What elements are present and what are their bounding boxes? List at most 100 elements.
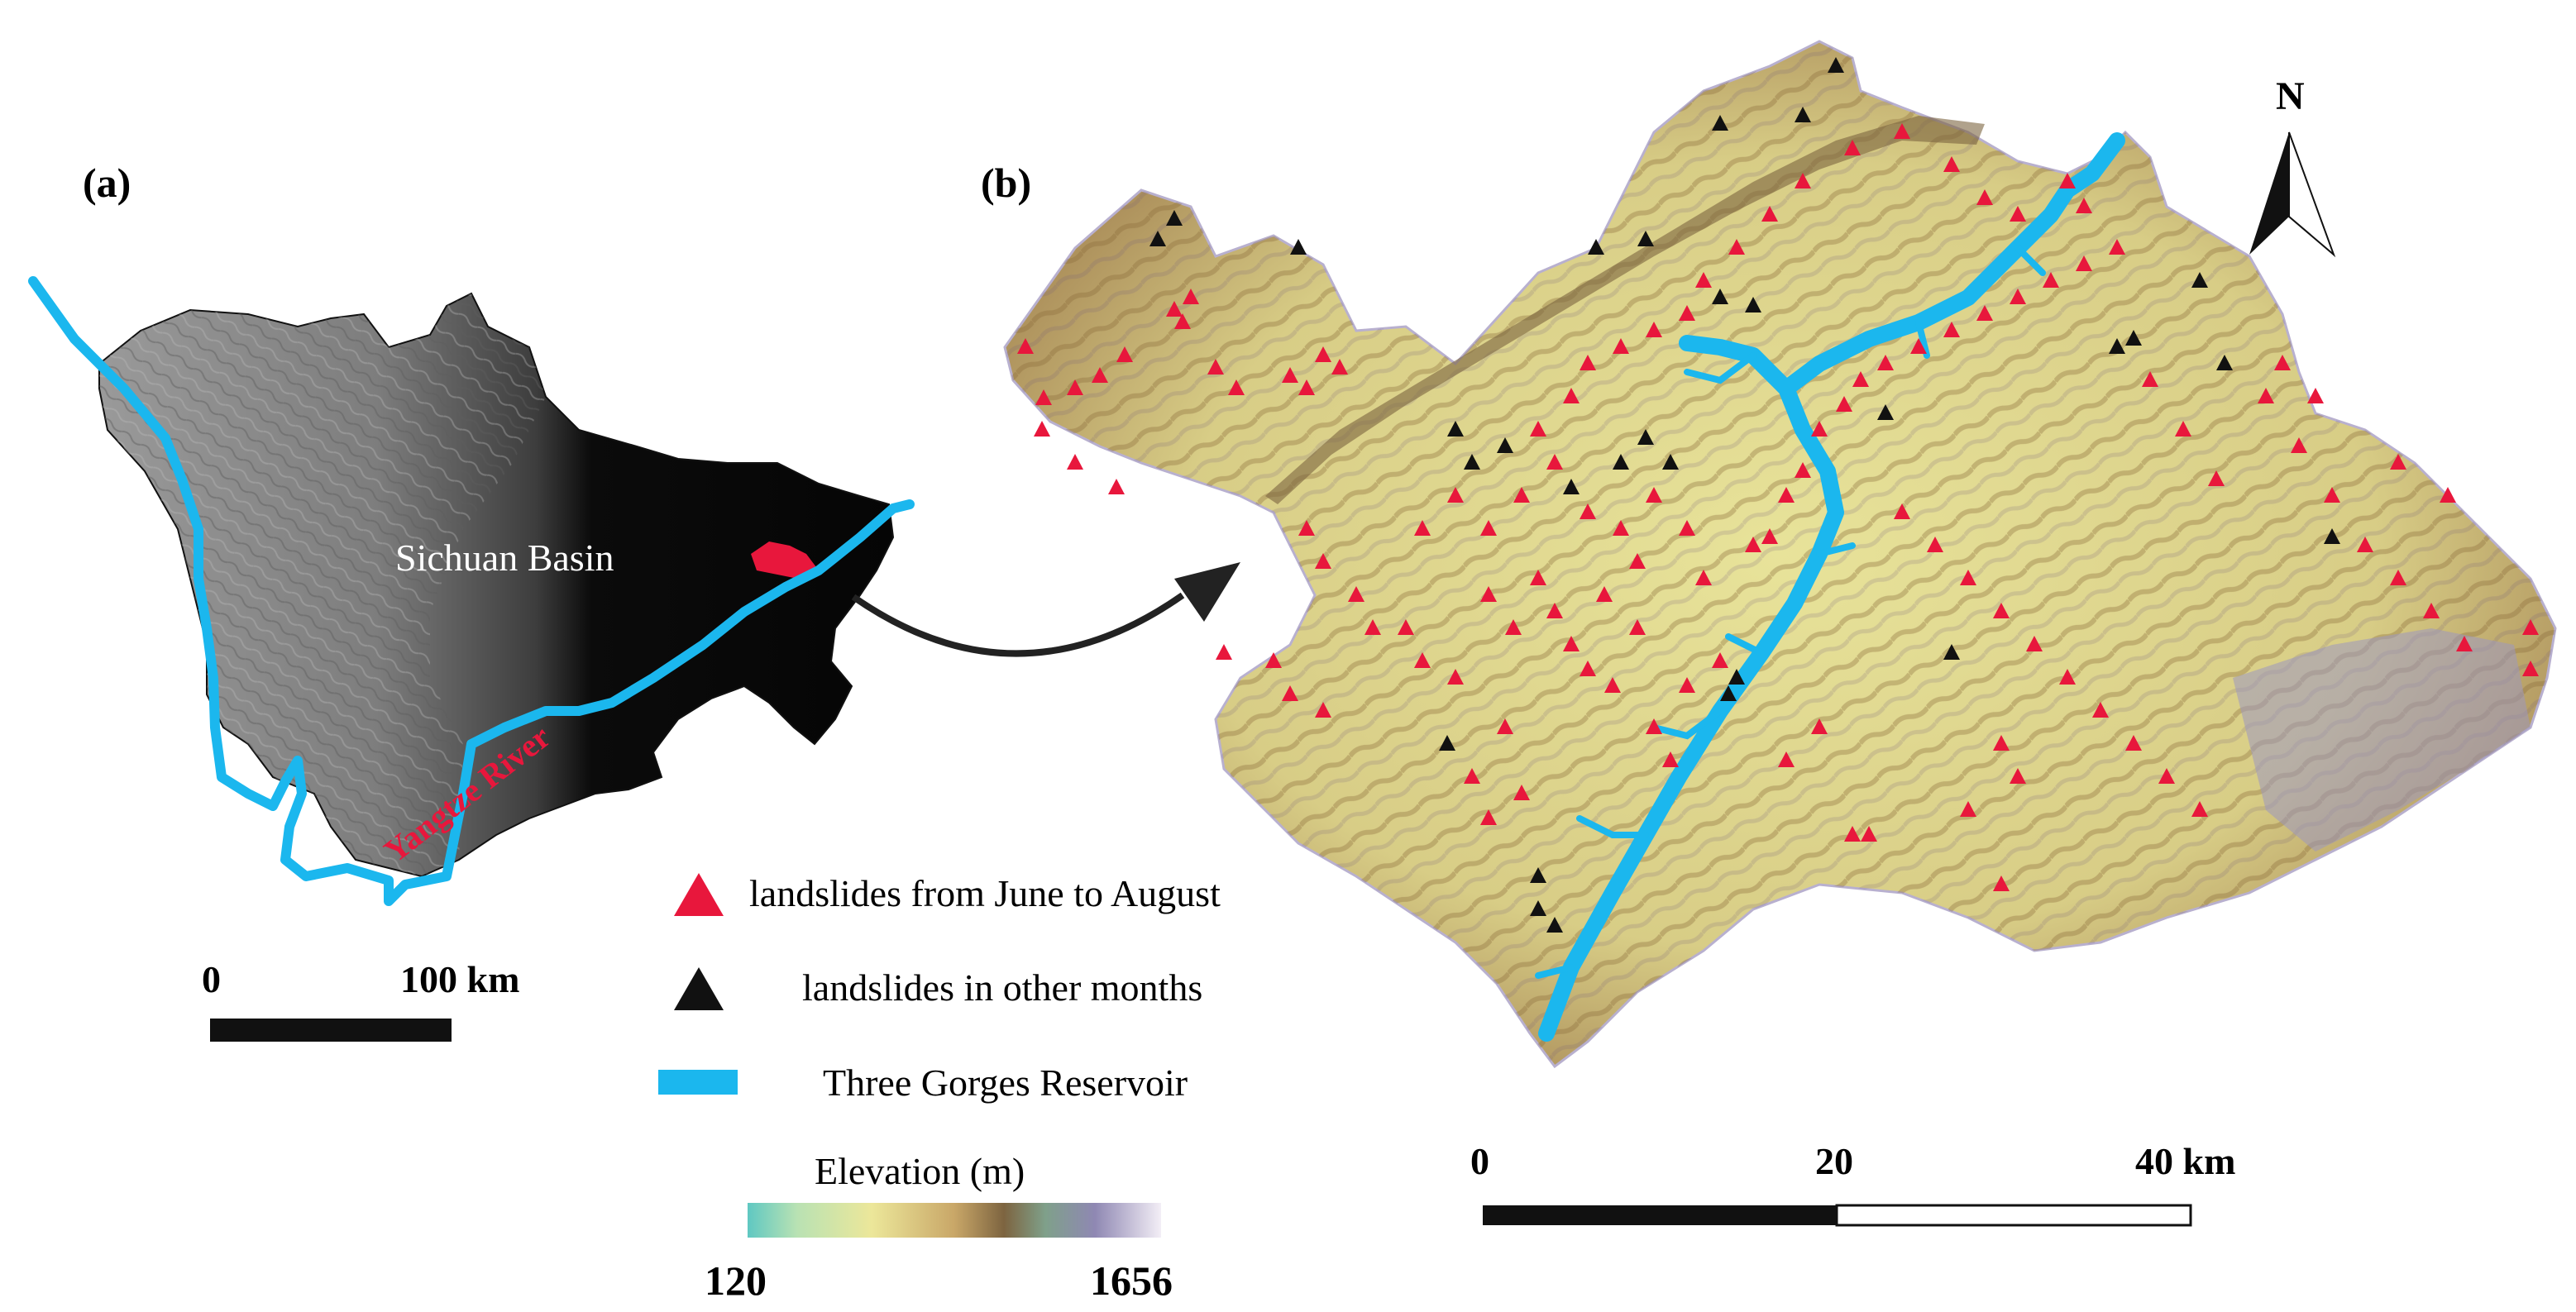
landslide-summer-marker bbox=[1745, 537, 1761, 552]
landslide-summer-marker bbox=[1960, 801, 1976, 817]
terrain-ridges bbox=[1005, 41, 2555, 1066]
legend-summer-label: landslides from June to August bbox=[749, 872, 1221, 914]
landslide-other-marker bbox=[1447, 421, 1464, 437]
landslide-other-marker bbox=[2125, 330, 2142, 346]
north-arrow-light-icon bbox=[2288, 131, 2336, 258]
landslide-summer-marker bbox=[1530, 570, 1546, 585]
landslide-summer-marker bbox=[1927, 537, 1943, 552]
landslide-other-marker bbox=[1530, 900, 1546, 916]
landslide-other-marker bbox=[1712, 115, 1728, 131]
landslide-summer-marker bbox=[1315, 702, 1331, 718]
landslide-summer-marker bbox=[1116, 346, 1133, 362]
landslide-summer-marker bbox=[1894, 503, 1910, 519]
landslide-summer-marker bbox=[1993, 875, 2010, 891]
landslide-summer-marker bbox=[1315, 553, 1331, 569]
landslide-summer-marker bbox=[1993, 735, 2010, 751]
landslide-summer-marker bbox=[1580, 503, 1596, 519]
landslide-summer-marker bbox=[2010, 768, 2026, 784]
landslide-other-marker bbox=[1149, 231, 1166, 246]
panel-a-label: (a) bbox=[83, 160, 131, 206]
landslide-summer-marker bbox=[2059, 669, 2076, 685]
landslide-summer-marker bbox=[1067, 454, 1083, 470]
landslide-summer-marker bbox=[2142, 371, 2158, 387]
landslide-summer-marker bbox=[1183, 289, 1199, 304]
landslide-summer-marker bbox=[1646, 718, 1662, 734]
landslide-summer-marker bbox=[2390, 454, 2406, 470]
landslide-other-marker bbox=[1166, 210, 1183, 226]
landslide-summer-marker bbox=[1464, 768, 1480, 784]
panel-b: (b) N 0 20 40 km bbox=[981, 40, 2557, 1227]
landslide-summer-marker bbox=[1943, 322, 1960, 337]
landslide-summer-marker bbox=[2274, 355, 2291, 370]
landslide-summer-marker bbox=[1315, 346, 1331, 362]
landslide-summer-marker bbox=[1662, 751, 1679, 767]
legend-other-label: landslides in other months bbox=[802, 966, 1202, 1009]
landslide-summer-marker bbox=[1646, 487, 1662, 503]
landslide-other-marker bbox=[1497, 437, 1513, 453]
landslide-summer-marker bbox=[1679, 520, 1695, 536]
landslide-summer-marker bbox=[2291, 437, 2307, 453]
scalebar-b-black-segment bbox=[1483, 1205, 1837, 1225]
landslide-summer-marker bbox=[1795, 462, 1811, 478]
landslide-other-marker bbox=[1546, 917, 1563, 933]
landslide-summer-marker bbox=[1497, 718, 1513, 734]
scalebar-b-mid: 20 bbox=[1815, 1140, 1853, 1182]
landslide-other-marker bbox=[2216, 355, 2233, 370]
landslide-summer-marker bbox=[1414, 652, 1431, 668]
landslide-summer-marker bbox=[1348, 586, 1364, 602]
landslide-other-marker bbox=[1828, 57, 1844, 73]
landslide-summer-marker bbox=[1228, 379, 1245, 395]
landslide-summer-marker bbox=[1480, 586, 1497, 602]
arrow-head-icon bbox=[1174, 562, 1240, 622]
landslide-summer-marker bbox=[1894, 123, 1910, 139]
landslide-summer-marker bbox=[2043, 272, 2059, 288]
landslide-summer-marker bbox=[1943, 156, 1960, 172]
landslide-summer-marker bbox=[1629, 553, 1646, 569]
landslide-summer-marker bbox=[1695, 272, 1712, 288]
landslide-summer-marker bbox=[2423, 603, 2440, 618]
landslide-summer-marker bbox=[2076, 255, 2092, 271]
landslide-summer-marker bbox=[1811, 718, 1828, 734]
elevation-title: Elevation (m) bbox=[815, 1150, 1025, 1192]
landslide-summer-marker bbox=[2208, 470, 2225, 486]
landslide-summer-marker bbox=[1580, 661, 1596, 676]
sichuan-texture bbox=[99, 293, 546, 876]
landslide-other-marker bbox=[1795, 107, 1811, 122]
landslide-other-marker bbox=[1439, 735, 1455, 751]
landslide-summer-marker bbox=[1166, 301, 1183, 317]
landslide-other-marker bbox=[1662, 454, 1679, 470]
landslide-other-marker bbox=[1530, 867, 1546, 883]
landslide-summer-marker bbox=[1852, 371, 1869, 387]
landslide-summer-marker bbox=[2522, 619, 2539, 635]
landslide-summer-marker bbox=[2109, 239, 2125, 255]
basin-label: Sichuan Basin bbox=[395, 537, 614, 579]
landslide-summer-marker bbox=[1447, 487, 1464, 503]
landslide-summer-marker bbox=[1728, 239, 1745, 255]
landslide-summer-marker bbox=[1282, 367, 1298, 383]
landslide-summer-marker bbox=[1679, 305, 1695, 321]
landslide-summer-marker bbox=[2440, 487, 2456, 503]
landslide-summer-marker bbox=[2357, 537, 2373, 552]
landslide-summer-marker bbox=[1207, 359, 1224, 375]
landslide-summer-marker bbox=[1265, 652, 1282, 668]
landslide-summer-marker bbox=[1836, 396, 1852, 412]
landslide-other-marker bbox=[1637, 231, 1654, 246]
landslide-other-marker bbox=[2191, 272, 2208, 288]
landslide-summer-marker bbox=[1712, 652, 1728, 668]
landslide-summer-marker bbox=[1298, 520, 1315, 536]
landslide-summer-marker bbox=[1679, 677, 1695, 693]
landslide-summer-marker bbox=[1398, 619, 1414, 635]
landslide-summer-marker bbox=[1480, 809, 1497, 825]
north-arrow: N bbox=[2249, 74, 2336, 258]
landslide-summer-marker bbox=[1844, 140, 1861, 155]
landslide-markers bbox=[1017, 57, 2539, 933]
landslide-summer-marker bbox=[1761, 528, 1778, 544]
landslide-summer-marker bbox=[2258, 388, 2274, 403]
legend-red-triangle-icon bbox=[674, 873, 724, 916]
scalebar-a-end: 100 km bbox=[400, 958, 519, 1000]
landslide-summer-marker bbox=[1993, 603, 2010, 618]
landslide-summer-marker bbox=[1910, 338, 1927, 354]
southeast-highlands bbox=[2233, 628, 2531, 852]
landslide-summer-marker bbox=[1646, 322, 1662, 337]
landslide-summer-marker bbox=[1364, 619, 1381, 635]
